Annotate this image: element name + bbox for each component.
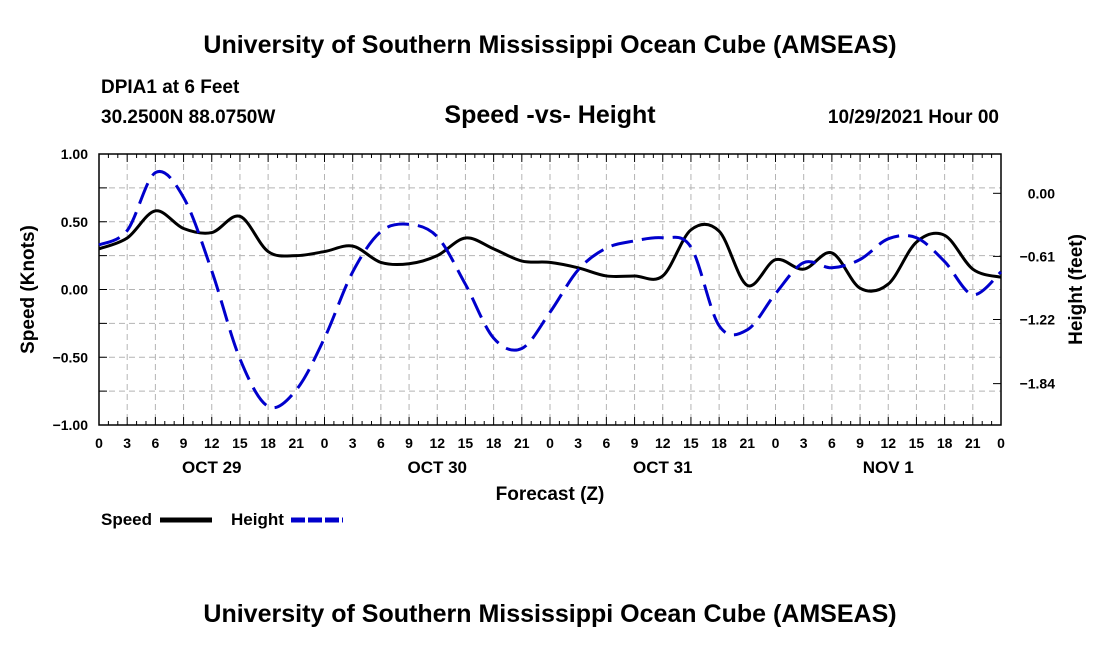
x-tick-label: 21: [740, 435, 756, 451]
x-tick-label: 3: [349, 435, 357, 451]
x-tick-label: 18: [711, 435, 727, 451]
datetime-label: 10/29/2021 Hour 00: [827, 107, 999, 128]
x-tick-label: 6: [377, 435, 385, 451]
x-tick-label: 9: [856, 435, 864, 451]
x-tick-label: 15: [458, 435, 474, 451]
y2-tick-label: −1.84: [1020, 376, 1056, 392]
x-tick-label: 6: [602, 435, 610, 451]
x-tick-label: 18: [260, 435, 276, 451]
x-tick-label: 12: [204, 435, 220, 451]
day-label: OCT 31: [633, 458, 693, 477]
x-tick-label: 21: [514, 435, 530, 451]
series-group: [98, 169, 1003, 410]
legend-label-speed: Speed: [101, 510, 152, 529]
x-tick-label: 0: [95, 435, 103, 451]
x-tick-label: 21: [965, 435, 981, 451]
x-axis-label: Forecast (Z): [496, 484, 605, 505]
y2-axis-label: Height (feet): [1066, 234, 1087, 345]
x-tick-label: 0: [546, 435, 554, 451]
x-tick-label: 0: [321, 435, 329, 451]
legend-label-height: Height: [231, 510, 284, 529]
x-tick-label: 3: [574, 435, 582, 451]
page-title: University of Southern Mississippi Ocean…: [203, 31, 897, 59]
day-label: OCT 29: [182, 458, 242, 477]
x-tick-label: 12: [655, 435, 671, 451]
x-tick-label: 9: [405, 435, 413, 451]
y-tick-label: −1.00: [53, 417, 89, 433]
axis-labels: 0 3 6 9 12 15 18 21 0 3 6 9 12 15 18 21 0 3 6 9 12 15 18 21 0 3 6 9…: [18, 146, 1087, 505]
axis-ticks: [98, 153, 1002, 426]
station-label: DPIA1 at 6 Feet: [101, 77, 240, 98]
y-axis-label: Speed (Knots): [18, 225, 39, 354]
x-tick-label: 0: [772, 435, 780, 451]
grid-lines: [99, 154, 1001, 425]
coordinates-label: 30.2500N 88.0750W: [101, 107, 276, 128]
x-tick-label: 6: [151, 435, 159, 451]
x-tick-label: 12: [429, 435, 445, 451]
x-tick-label: 18: [937, 435, 953, 451]
x-tick-label: 3: [800, 435, 808, 451]
day-label: OCT 30: [407, 458, 467, 477]
x-tick-label: 9: [180, 435, 188, 451]
footer-title: University of Southern Mississippi Ocean…: [203, 600, 897, 628]
y-tick-label: 0.50: [61, 214, 88, 230]
y-tick-label: 1.00: [61, 146, 88, 162]
x-tick-label: 18: [486, 435, 502, 451]
y-tick-label: −0.50: [53, 349, 89, 365]
x-tick-label: 15: [909, 435, 925, 451]
x-tick-label: 0: [997, 435, 1005, 451]
y-tick-label: 0.00: [61, 282, 88, 298]
x-tick-label: 15: [683, 435, 699, 451]
x-tick-label: 9: [631, 435, 639, 451]
x-tick-label: 3: [123, 435, 131, 451]
y2-tick-label: −0.61: [1020, 248, 1056, 264]
x-tick-label: 15: [232, 435, 248, 451]
chart-title: Speed -vs- Height: [444, 101, 656, 129]
day-label: NOV 1: [863, 458, 914, 477]
y2-tick-label: −1.22: [1020, 311, 1056, 327]
x-tick-label: 6: [828, 435, 836, 451]
y2-tick-label: 0.00: [1028, 185, 1055, 201]
x-tick-label: 21: [289, 435, 305, 451]
legend: Speed Height: [101, 510, 343, 529]
series-line-speed: [98, 209, 1002, 293]
x-tick-label: 12: [880, 435, 896, 451]
